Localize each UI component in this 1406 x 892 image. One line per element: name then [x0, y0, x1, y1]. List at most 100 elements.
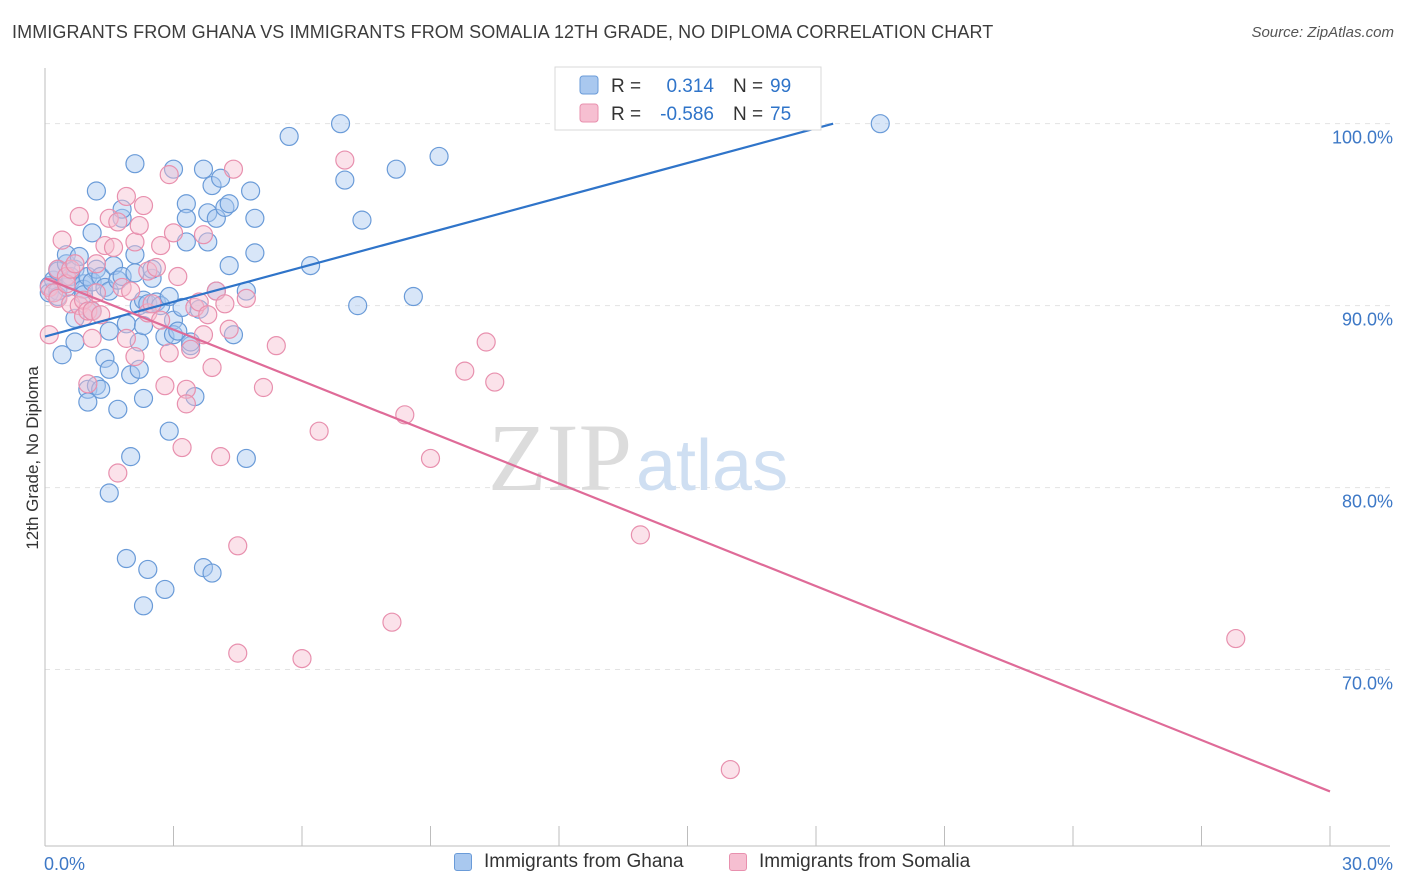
somalia-point-32 — [125, 346, 145, 367]
somalia-point-43 — [159, 165, 179, 185]
somalia-point-75 — [630, 525, 650, 545]
bottom-legend: Immigrants from Ghana Immigrants from So… — [0, 851, 1406, 879]
y-tick-label-0: 70.0% — [1342, 674, 1393, 694]
somalia-point-5 — [52, 230, 72, 250]
somalia-point-60 — [223, 159, 244, 179]
somalia-point-31 — [125, 232, 145, 252]
ghana-point-30 — [91, 379, 111, 399]
ghana-point-57 — [133, 388, 154, 409]
somalia-point-28 — [116, 186, 136, 207]
y-axis-label: 12th Grade, No Diploma — [23, 366, 42, 550]
somalia-point-49 — [181, 339, 201, 359]
ghana-point-100 — [330, 114, 351, 134]
chart-title: IMMIGRANTS FROM GHANA VS IMMIGRANTS FROM… — [12, 22, 994, 42]
ghana-point-102 — [348, 296, 368, 316]
ghana-point-90 — [219, 194, 239, 214]
legend-label-somalia: Immigrants from Somalia — [759, 851, 971, 872]
x-tick-label-1: 30.0% — [1342, 854, 1393, 874]
somalia-point-46 — [172, 437, 192, 458]
ghana-point-97 — [245, 243, 265, 263]
ghana-point-67 — [159, 421, 179, 441]
ghana-point-64 — [155, 579, 175, 600]
trend-lines — [44, 122, 1331, 793]
somalia-point-19 — [86, 254, 107, 274]
ghana-point-103 — [352, 210, 372, 230]
trend-line-ghana — [44, 122, 834, 338]
somalia-point-73 — [476, 332, 496, 352]
stats-legend: R = 0.314 N = 99 R = -0.586 N = 75 — [554, 66, 822, 131]
somalia-point-61 — [228, 536, 248, 556]
somalia-point-41 — [155, 376, 175, 396]
ghana-point-35 — [99, 321, 119, 341]
ghana-point-59 — [138, 559, 158, 580]
gridlines — [45, 123, 1390, 671]
ghana-point-95 — [241, 181, 261, 201]
ghana-point-80 — [193, 159, 214, 179]
somalia-point-57 — [211, 447, 231, 467]
ghana-point-15 — [65, 332, 85, 352]
ghana-point-36 — [99, 359, 119, 379]
somalia-point-17 — [82, 328, 102, 348]
legend-swatch-somalia — [579, 103, 599, 123]
somalia-point-10 — [65, 254, 85, 274]
somalia-point-66 — [292, 648, 312, 669]
somalia-point-34 — [133, 195, 154, 216]
somalia-point-24 — [103, 237, 124, 258]
series-ghana-points — [39, 114, 890, 616]
ghana-point-96 — [245, 208, 265, 228]
legend-swatch-somalia-bottom — [729, 853, 747, 871]
somalia-point-69 — [382, 612, 402, 632]
somalia-point-33 — [129, 215, 149, 236]
ghana-point-26 — [82, 223, 102, 243]
legend-n-value-somalia: 75 — [770, 104, 791, 125]
ghana-point-106 — [429, 146, 449, 167]
ghana-point-32 — [95, 348, 115, 368]
somalia-point-67 — [309, 421, 329, 441]
legend-n-label-ghana: N = — [733, 76, 763, 97]
ghana-point-53 — [129, 359, 149, 379]
somalia-point-48 — [176, 394, 196, 414]
legend-r-label-somalia: R = — [611, 104, 641, 125]
tick-labels: 70.0% 80.0% 90.0% 100.0% 0.0% 30.0% — [44, 128, 1393, 874]
somalia-point-64 — [253, 377, 274, 398]
legend-item-somalia[interactable]: Immigrants from Somalia — [729, 851, 970, 873]
x-tick-label-0: 0.0% — [44, 854, 85, 874]
somalia-point-63 — [236, 288, 256, 308]
trend-line-somalia — [44, 277, 1331, 793]
somalia-point-16 — [78, 374, 98, 394]
somalia-point-39 — [151, 235, 171, 256]
watermark-atlas: atlas — [636, 426, 788, 506]
ghana-point-105 — [403, 286, 423, 307]
somalia-point-44 — [163, 223, 184, 243]
watermark: ZIP atlas — [488, 404, 788, 511]
somalia-point-38 — [146, 257, 166, 278]
somalia-point-15 — [78, 301, 98, 321]
ghana-point-93 — [236, 448, 256, 469]
ghana-point-48 — [125, 154, 145, 174]
ghana-point-107 — [870, 114, 890, 134]
somalia-point-45 — [168, 266, 188, 287]
somalia-point-74 — [485, 372, 505, 392]
ghana-point-27 — [86, 181, 107, 201]
ghana-point-75 — [176, 208, 196, 228]
somalia-point-62 — [228, 643, 248, 663]
ghana-point-39 — [108, 399, 128, 419]
ghana-point-44 — [116, 548, 136, 569]
somalia-point-25 — [108, 212, 128, 232]
chart-source: Source: ZipAtlas.com — [1251, 24, 1394, 41]
legend-item-ghana[interactable]: Immigrants from Ghana — [454, 851, 684, 873]
legend-n-value-ghana: 99 — [770, 76, 791, 97]
somalia-point-58 — [215, 294, 235, 314]
legend-n-label-somalia: N = — [733, 104, 763, 125]
somalia-point-3 — [48, 288, 68, 308]
somalia-point-76 — [720, 759, 740, 780]
somalia-point-47 — [176, 379, 196, 399]
ghana-point-54 — [133, 596, 154, 616]
somalia-point-42 — [159, 343, 179, 363]
somalia-point-26 — [108, 463, 128, 483]
ghana-point-104 — [386, 159, 406, 179]
ghana-point-43 — [112, 266, 132, 287]
legend-swatch-ghana — [579, 75, 599, 95]
ghana-point-47 — [121, 447, 141, 467]
